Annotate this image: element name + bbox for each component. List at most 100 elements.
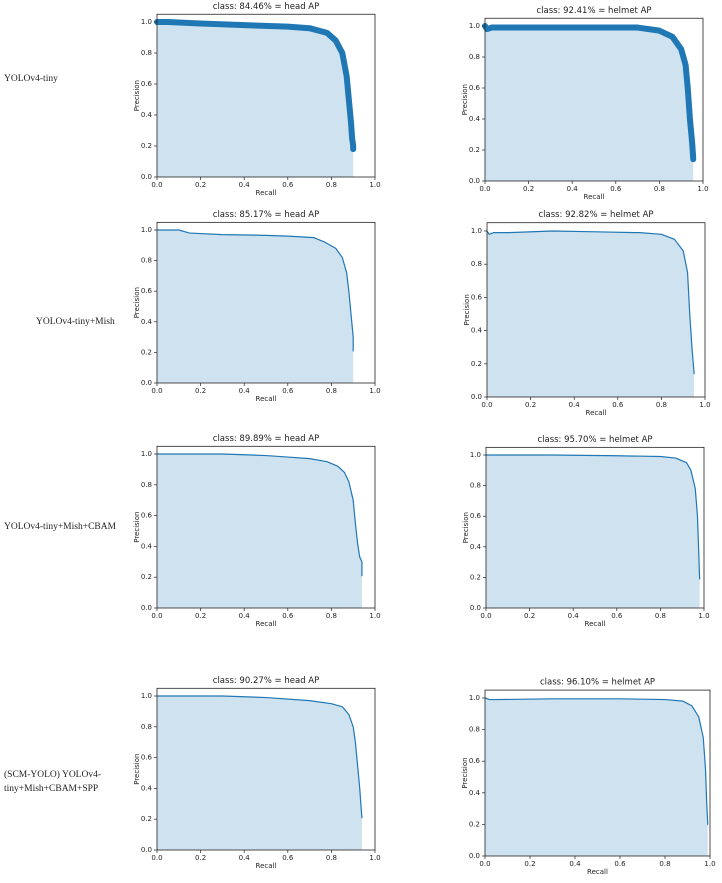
x-tick-label: 0.0 [480, 612, 491, 620]
pr-curve [485, 454, 701, 580]
y-tick-label: 0.4 [141, 542, 153, 550]
x-tick-label: 0.4 [239, 612, 251, 620]
x-tick-label: 0.2 [524, 612, 535, 620]
y-tick-label: 1.0 [469, 694, 480, 702]
y-tick-label: 0.8 [141, 257, 152, 265]
row-label: YOLOv4-tiny [4, 74, 58, 84]
x-tick-label: 0.6 [282, 387, 294, 395]
pr-curve [486, 230, 695, 375]
y-tick-label: 0.8 [141, 723, 152, 731]
x-tick-label: 0.6 [611, 612, 623, 620]
y-tick-label: 0.6 [141, 512, 153, 520]
chart: 0.0 0.2 0.4 0.6 0.8 1.0 0.0 0.2 0.4 0.6 0.8 1.0 clas… [462, 435, 710, 628]
x-tick-label: 0.6 [610, 185, 622, 193]
y-tick-label: 0.8 [469, 53, 480, 61]
x-tick-label: 0.4 [569, 401, 581, 409]
x-tick-label: 0.4 [239, 387, 251, 395]
pr-area [487, 231, 695, 397]
y-tick-label: 0.2 [141, 142, 152, 150]
x-tick-label: 0.6 [614, 860, 626, 868]
y-tick-label: 0.4 [141, 318, 153, 326]
y-tick-label: 0.0 [141, 173, 152, 181]
x-tick-label: 0.0 [151, 181, 162, 189]
y-axis-label: Precision [133, 80, 141, 111]
x-tick-label: 0.6 [282, 854, 294, 862]
x-tick-label: 0.6 [282, 181, 294, 189]
y-tick-label: 0.8 [469, 726, 480, 734]
x-tick-label: 0.8 [326, 854, 337, 862]
y-tick-label: 0.8 [470, 482, 481, 490]
x-tick-label: 0.0 [479, 185, 490, 193]
x-tick-label: 0.4 [568, 612, 580, 620]
y-axis-label: Precision [462, 512, 470, 543]
pr-curve [482, 23, 697, 163]
y-tick-label: 0.0 [470, 604, 481, 612]
y-tick-label: 0.6 [469, 84, 481, 92]
y-tick-label: 0.8 [141, 49, 152, 57]
y-axis-label: Precision [461, 84, 469, 115]
chart: 0.0 0.2 0.4 0.6 0.8 1.0 0.0 0.2 0.4 0.6 0.8 1.0 clas… [461, 678, 716, 876]
x-tick-label: 0.4 [239, 854, 251, 862]
x-tick-label: 1.0 [369, 387, 380, 395]
axes-frame [156, 687, 376, 851]
chart-title: class: 96.10% = helmet AP [540, 678, 655, 688]
x-tick-label: 0.2 [195, 181, 206, 189]
chart-title: class: 89.89% = head AP [213, 434, 319, 444]
chart: 0.0 0.2 0.4 0.6 0.8 1.0 0.0 0.2 0.4 0.6 0.8 1.0 clas… [463, 210, 711, 417]
axes-frame [486, 222, 706, 398]
x-tick-label: 0.2 [195, 387, 206, 395]
x-tick-label: 0.6 [612, 401, 624, 409]
y-tick-label: 0.0 [141, 379, 152, 387]
y-tick-label: 0.6 [470, 512, 482, 520]
y-tick-label: 0.0 [469, 852, 480, 860]
x-tick-label: 1.0 [369, 181, 380, 189]
y-tick-label: 1.0 [470, 451, 481, 459]
y-axis-label: Precision [133, 512, 141, 543]
chart-title: class: 95.70% = helmet AP [537, 435, 652, 445]
x-tick-label: 0.0 [151, 387, 162, 395]
y-tick-label: 0.6 [141, 754, 153, 762]
pr-curve [156, 453, 363, 577]
y-tick-label: 0.0 [141, 846, 152, 854]
x-tick-label: 0.2 [524, 860, 535, 868]
chart: 0.0 0.2 0.4 0.6 0.8 1.0 0.0 0.2 0.4 0.6 0.8 1.0 clas… [133, 2, 381, 197]
x-axis-label: Recall [586, 409, 607, 417]
pr-curve [154, 19, 357, 153]
y-tick-label: 0.8 [471, 260, 482, 268]
y-tick-label: 0.4 [469, 789, 481, 797]
x-tick-label: 0.0 [151, 854, 162, 862]
x-tick-label: 0.8 [326, 612, 337, 620]
x-tick-label: 0.0 [479, 860, 490, 868]
axes-frame [156, 221, 376, 384]
x-tick-label: 1.0 [698, 612, 709, 620]
y-tick-label: 0.2 [141, 815, 152, 823]
pr-area [157, 22, 354, 177]
x-axis-label: Recall [587, 868, 608, 876]
pr-area [157, 454, 362, 608]
y-tick-label: 0.4 [471, 327, 483, 335]
axes-frame [484, 17, 704, 182]
x-tick-label: 0.4 [567, 185, 579, 193]
y-tick-label: 0.4 [141, 784, 153, 792]
pr-area [157, 230, 354, 383]
y-tick-label: 0.2 [471, 360, 482, 368]
x-tick-label: 1.0 [697, 185, 708, 193]
axes-frame [485, 446, 705, 609]
x-tick-label: 0.6 [282, 612, 294, 620]
y-tick-label: 0.2 [141, 348, 152, 356]
y-tick-label: 1.0 [141, 18, 152, 26]
chart: 0.0 0.2 0.4 0.6 0.8 1.0 0.0 0.2 0.4 0.6 0.8 1.0 clas… [133, 434, 381, 628]
y-tick-label: 0.2 [470, 573, 481, 581]
x-tick-label: 0.2 [195, 612, 206, 620]
chart-title: class: 84.46% = head AP [213, 2, 319, 12]
x-axis-label: Recall [256, 862, 277, 870]
chart: 0.0 0.2 0.4 0.6 0.8 1.0 0.0 0.2 0.4 0.6 0.8 1.0 clas… [461, 6, 709, 201]
y-axis-label: Precision [463, 294, 471, 325]
x-tick-label: 1.0 [369, 854, 380, 862]
x-tick-label: 0.2 [523, 185, 534, 193]
x-tick-label: 1.0 [699, 401, 710, 409]
x-tick-label: 1.0 [369, 612, 380, 620]
y-tick-label: 0.6 [471, 293, 483, 301]
chart-title: class: 90.27% = head AP [213, 676, 319, 686]
